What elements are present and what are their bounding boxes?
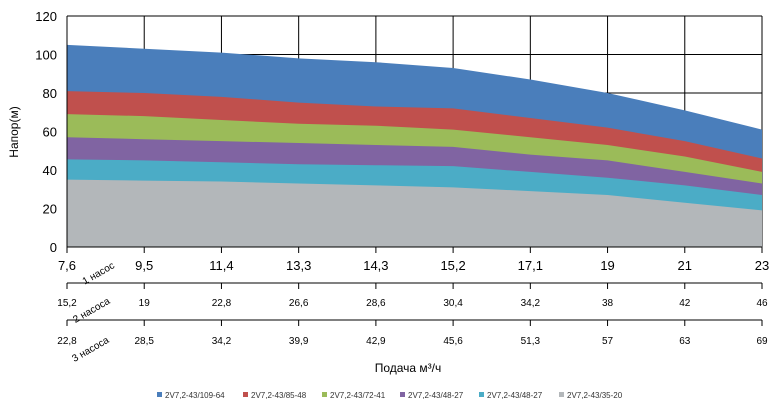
secondary-tick-label: 42,9: [366, 336, 386, 347]
legend-item-2: 2V7,2-43/85-48: [243, 391, 307, 400]
secondary-tick-label: 34,2: [521, 298, 541, 309]
x-tick-label: 13,3: [286, 258, 311, 273]
legend-item-4: 2V7,2-43/48-27: [400, 391, 464, 400]
secondary-tick-label: 51,3: [521, 336, 541, 347]
secondary-tick-label: 42: [679, 298, 691, 309]
secondary-tick-label: 34,2: [212, 336, 232, 347]
legend-item-3: 2V7,2-43/72-41: [322, 391, 386, 400]
y-tick-label: 0: [50, 240, 57, 255]
legend-swatch: [157, 392, 162, 397]
legend-item-6: 2V7,2-43/35-20: [559, 391, 623, 400]
legend-swatch: [559, 392, 564, 397]
x-axis-title: Подача м³/ч: [375, 361, 442, 375]
secondary-axis-label: 2 насоса: [71, 296, 112, 326]
x-tick-label: 19: [600, 258, 614, 273]
legend-label: 2V7,2-43/48-27: [408, 391, 464, 400]
area-series-group: [67, 44, 762, 247]
secondary-tick-label: 15,2: [57, 298, 77, 309]
secondary-tick-label: 46: [756, 298, 768, 309]
x-tick-label: 9,5: [135, 258, 153, 273]
x-tick-label: 15,2: [440, 258, 465, 273]
legend-item-1: 2V7,2-43/109-64: [157, 391, 225, 400]
y-tick-label: 40: [43, 163, 57, 178]
secondary-tick-label: 63: [679, 336, 691, 347]
secondary-tick-label: 69: [756, 336, 768, 347]
secondary-tick-label: 39,9: [289, 336, 309, 347]
secondary-tick-label: 22,8: [212, 298, 232, 309]
legend-item-5: 2V7,2-43/48-27: [479, 391, 543, 400]
y-tick-label: 20: [43, 202, 57, 217]
secondary-tick-label: 38: [602, 298, 614, 309]
legend-swatch: [322, 392, 327, 397]
x-tick-label: 23: [755, 258, 769, 273]
y-tick-label: 120: [35, 9, 57, 24]
secondary-tick-label: 22,8: [57, 336, 77, 347]
x-tick-label: 11,4: [209, 258, 233, 273]
legend-label: 2V7,2-43/35-20: [567, 391, 623, 400]
y-axis-title: Напор(м): [7, 106, 21, 157]
y-tick-label: 100: [35, 48, 57, 63]
secondary-tick-label: 26,6: [289, 298, 309, 309]
legend-label: 2V7,2-43/48-27: [487, 391, 543, 400]
secondary-tick-label: 28,6: [366, 298, 386, 309]
legend-swatch: [400, 392, 405, 397]
secondary-tick-label: 28,5: [134, 336, 154, 347]
area-series-6: [67, 179, 762, 247]
x-tick-label: 14,3: [363, 258, 388, 273]
legend: 2V7,2-43/109-64 2V7,2-43/85-48 2V7,2-43/72…: [157, 391, 623, 400]
x-tick-label: 7,6: [58, 258, 76, 273]
y-tick-label: 80: [43, 86, 57, 101]
secondary-tick-label: 45,6: [443, 336, 463, 347]
x-tick-label: 17,1: [518, 258, 543, 273]
x-tick-label: 21: [678, 258, 692, 273]
secondary-tick-label: 30,4: [443, 298, 463, 309]
legend-label: 2V7,2-43/72-41: [330, 391, 386, 400]
secondary-tick-label: 19: [139, 298, 151, 309]
legend-label: 2V7,2-43/109-64: [165, 391, 225, 400]
legend-swatch: [243, 392, 248, 397]
y-tick-label: 60: [43, 125, 57, 140]
legend-swatch: [479, 392, 484, 397]
secondary-tick-label: 57: [602, 336, 614, 347]
legend-label: 2V7,2-43/85-48: [251, 391, 307, 400]
